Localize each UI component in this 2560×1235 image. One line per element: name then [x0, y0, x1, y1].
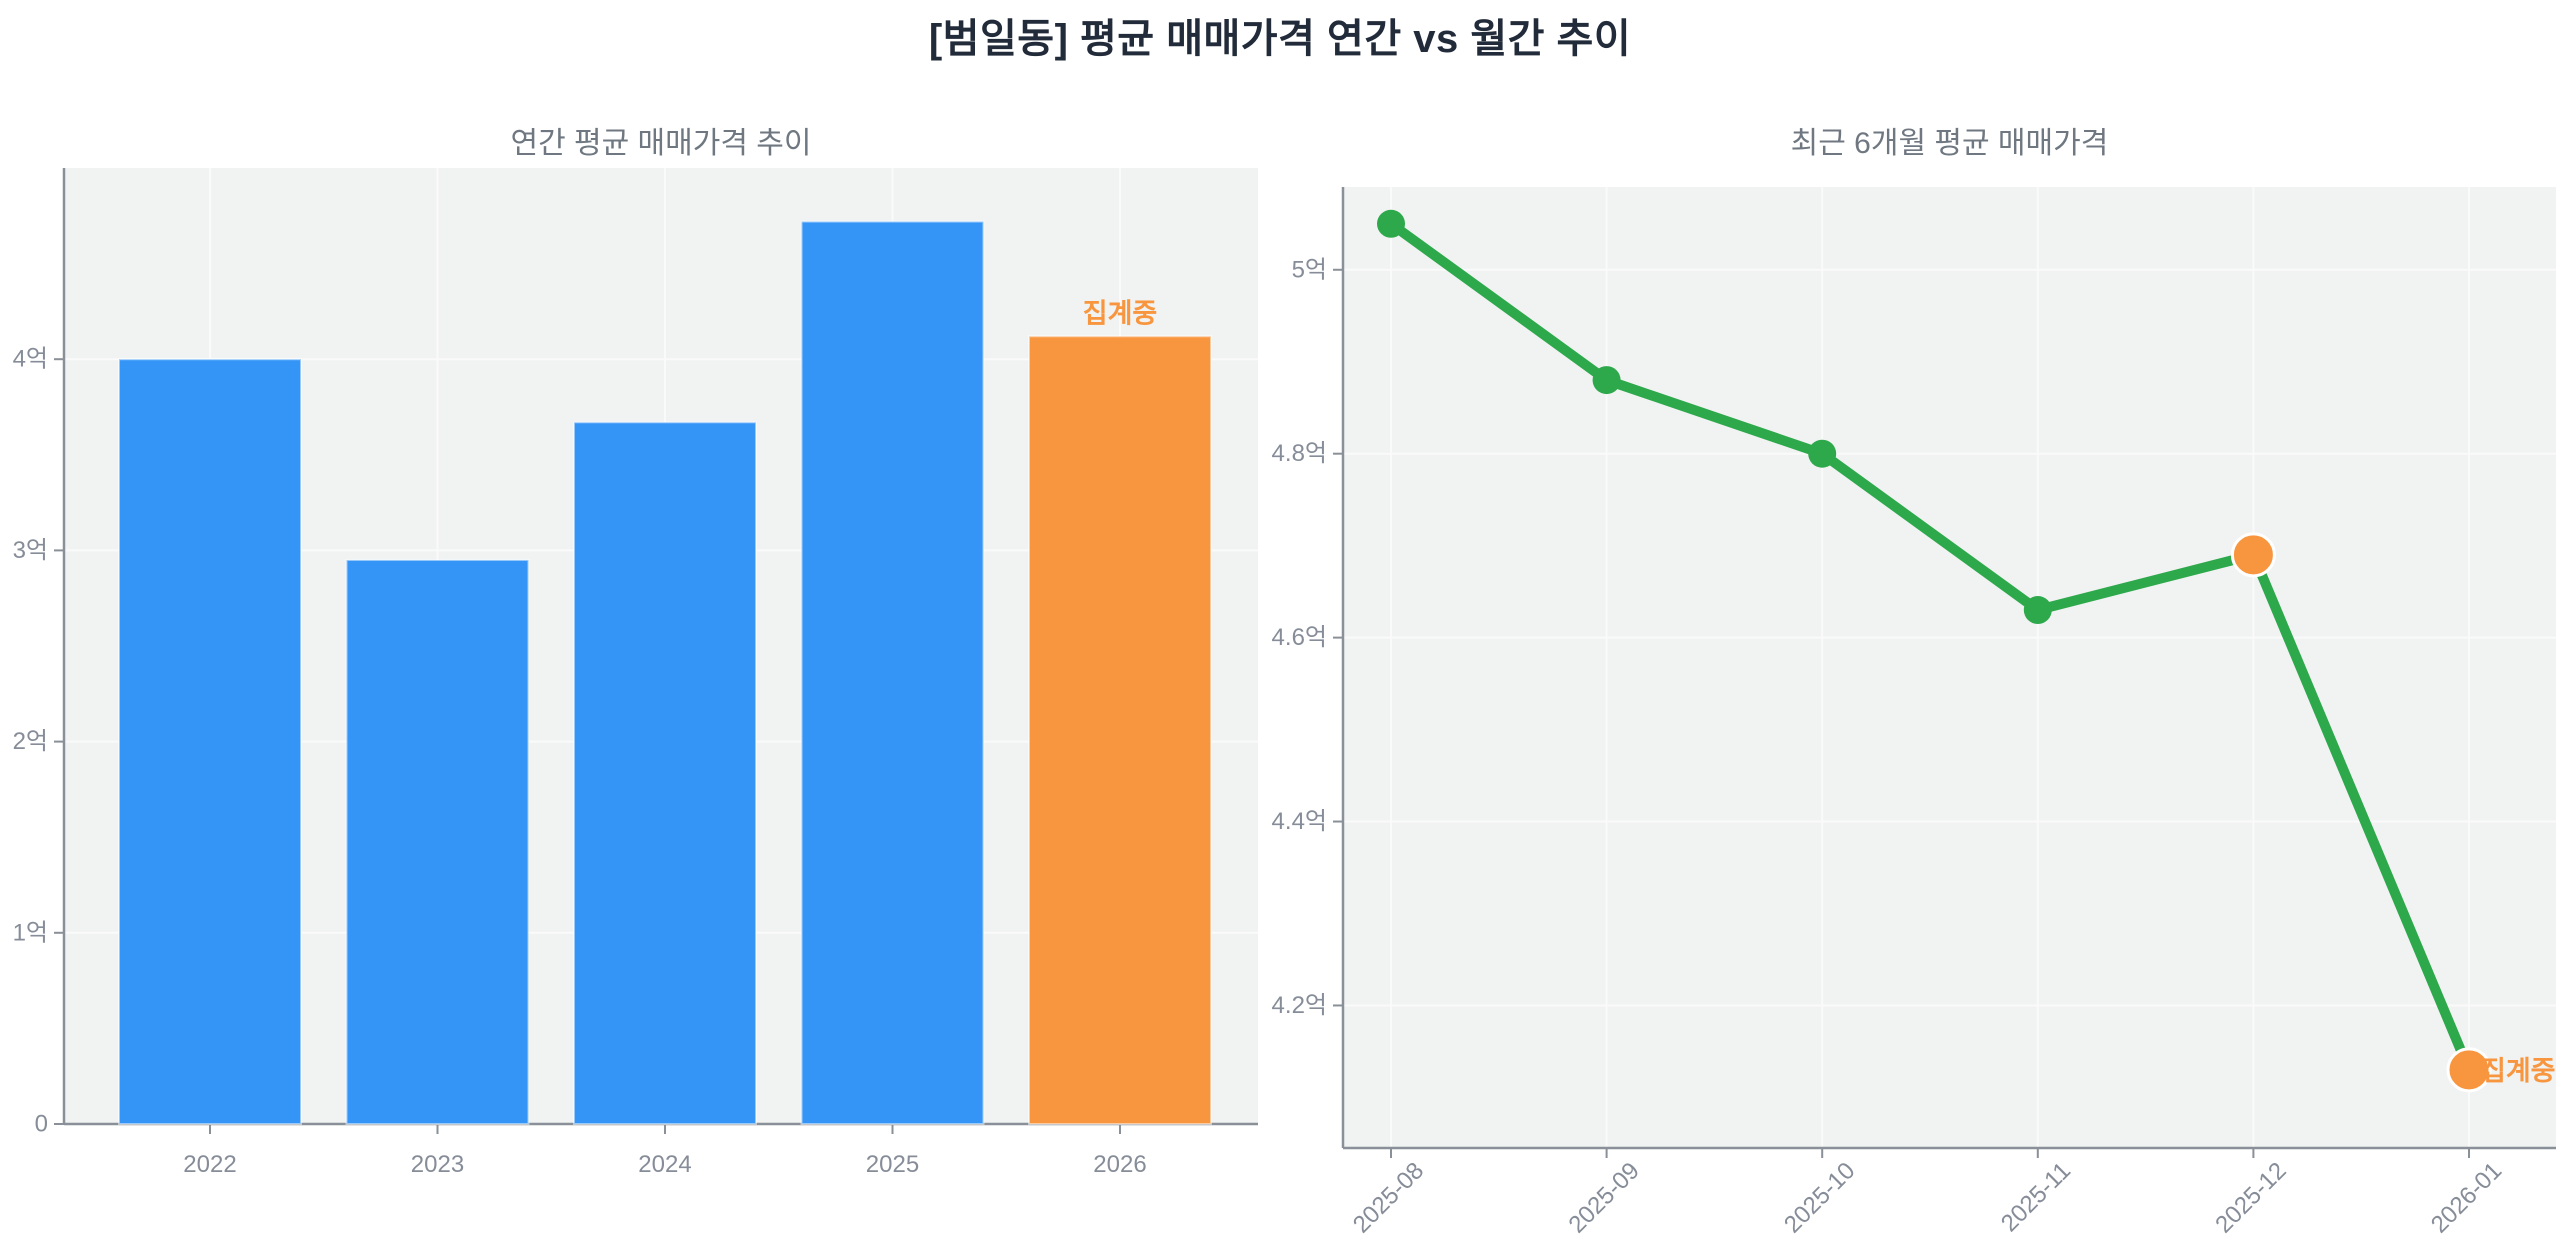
y-tick-label-annual-2: 2억	[13, 728, 48, 755]
y-tick-label-monthly-1: 4.4억	[1272, 808, 1327, 835]
y-tick-label-monthly-4: 5억	[1292, 256, 1327, 283]
x-tick-label-2025-11: 2025-11	[1996, 1157, 2076, 1235]
bar-2024	[573, 421, 757, 1125]
point-2025-09	[1592, 366, 1621, 395]
y-tick-label-monthly-0: 4.2억	[1272, 992, 1327, 1019]
plot-background-monthly	[1343, 187, 2556, 1148]
y-tick-label-monthly-2: 4.6억	[1272, 624, 1327, 651]
x-tick-label-2025-09: 2025-09	[1563, 1157, 1644, 1235]
x-tick-label-2022: 2022	[183, 1151, 236, 1178]
x-tick-label-2025: 2025	[866, 1151, 919, 1178]
point-2025-08	[1377, 209, 1405, 238]
point-2025-11	[2023, 596, 2052, 625]
point-2025-10	[1808, 439, 1837, 468]
point-2025-12	[2230, 532, 2276, 578]
x-tick-label-2024: 2024	[638, 1151, 691, 1178]
annual-chart-title: 연간 평균 매매가격 추이	[510, 127, 812, 160]
x-tick-label-2026: 2026	[1093, 1151, 1146, 1178]
y-tick-label-annual-0: 0	[35, 1111, 48, 1138]
point-2026-01	[2446, 1047, 2492, 1093]
y-tick-label-annual-3: 3억	[13, 537, 48, 564]
price-line	[1386, 218, 2474, 1075]
monthly-chart-title: 최근 6개월 평균 매매가격	[1790, 127, 2109, 160]
x-tick-label-2025-08: 2025-08	[1348, 1157, 1429, 1235]
y-tick-label-annual-4: 4억	[13, 346, 48, 373]
aggregating-label-monthly: 집계중	[2481, 1056, 2556, 1086]
x-tick-label-2025-12: 2025-12	[2210, 1157, 2291, 1235]
aggregating-label-annual: 집계중	[1083, 298, 1158, 328]
bar-2026	[1028, 335, 1212, 1126]
x-tick-label-2026-01: 2026-01	[2426, 1157, 2507, 1235]
y-tick-label-annual-1: 1억	[13, 919, 48, 946]
bar-2025	[800, 220, 985, 1125]
bar-2022	[118, 358, 302, 1125]
x-tick-label-2025-10: 2025-10	[1779, 1157, 1860, 1235]
y-tick-label-monthly-3: 4.8억	[1272, 440, 1327, 467]
main-title: [범일동] 평균 매매가격 연간 vs 월간 추이	[928, 17, 1632, 61]
bar-2023	[345, 558, 530, 1125]
x-tick-label-2023: 2023	[411, 1151, 464, 1178]
